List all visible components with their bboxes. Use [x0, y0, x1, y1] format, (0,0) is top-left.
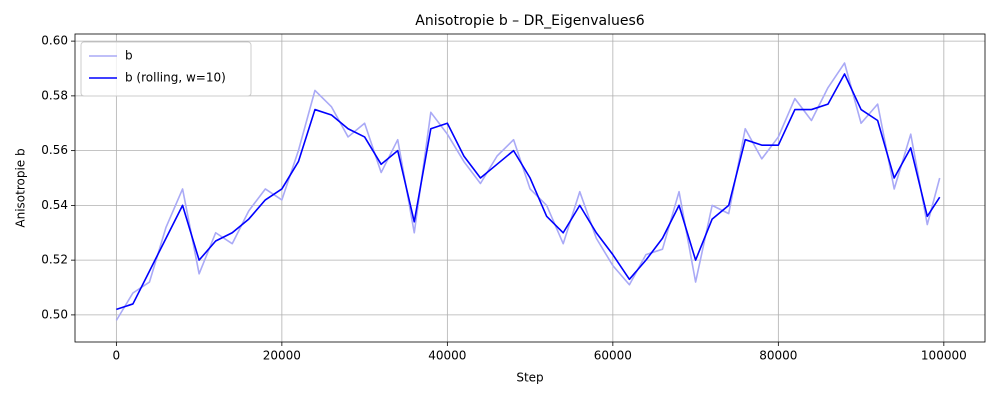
legend-label: b (rolling, w=10)	[125, 71, 226, 85]
y-axis-label: Anisotropie b	[14, 148, 28, 227]
x-tick-label: 40000	[428, 349, 466, 363]
y-tick-label: 0.52	[41, 253, 68, 267]
x-tick-label: 20000	[263, 349, 301, 363]
data-line	[115, 62, 941, 321]
legend-box	[80, 41, 252, 97]
legend-label: b	[125, 49, 133, 63]
y-tick-label: 0.60	[41, 34, 68, 48]
y-tick-label: 0.54	[41, 198, 68, 212]
legend: b b (rolling, w=10)	[80, 41, 252, 97]
y-tick-label: 0.56	[41, 143, 68, 157]
y-tick-label: 0.58	[41, 88, 68, 102]
data-line	[116, 73, 941, 311]
y-tick-label: 0.50	[41, 307, 68, 321]
x-axis-label: Step	[516, 371, 543, 385]
x-tick-label: 100000	[921, 349, 967, 363]
chart-title: Anisotropie b – DR_Eigenvalues6	[415, 13, 644, 29]
x-tick-label: 0	[113, 349, 121, 363]
plot-frame	[74, 33, 986, 343]
x-tick-label: 80000	[759, 349, 797, 363]
x-tick-label: 60000	[594, 349, 632, 363]
